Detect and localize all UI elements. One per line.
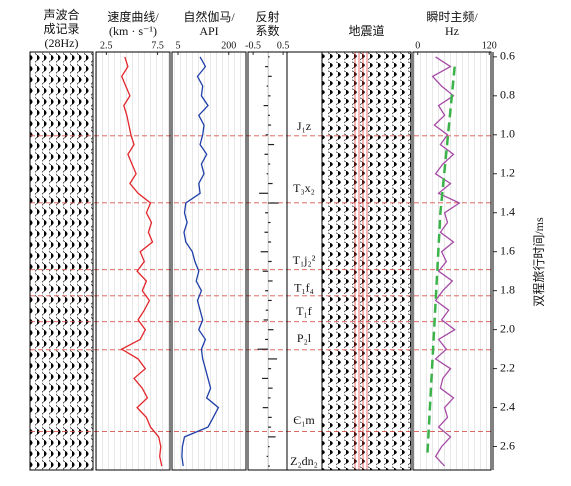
log-curve [431, 56, 461, 467]
track-header: 自然伽马/ [183, 9, 235, 24]
log-curve [120, 56, 163, 467]
log-curve [181, 56, 220, 467]
formation-label: J₁z [297, 119, 311, 133]
x-tick-label: 120 [482, 40, 497, 51]
track-header: 瞬时主频/ [426, 10, 478, 24]
x-tick-label: 2.5 [100, 40, 113, 51]
track-header: 反射 [255, 9, 279, 24]
y-tick-label: 1.6 [500, 243, 515, 257]
track-frame [95, 51, 171, 471]
y-tick-label: 2.0 [500, 321, 515, 335]
inserted-synthetic [354, 52, 368, 470]
trend-line [426, 66, 456, 457]
track-header: Hz [445, 24, 459, 38]
x-tick-label: 200 [221, 40, 236, 51]
track-grid [172, 52, 246, 470]
formation-label: T₁f₄ [294, 281, 314, 295]
x-tick-label: 0.5 [277, 40, 290, 51]
track-header: 成记录 [43, 22, 79, 36]
track-frame [286, 51, 323, 471]
y-tick-label: 1.0 [500, 127, 515, 141]
y-tick-label: 2.2 [500, 360, 515, 374]
track-header: (28Hz) [45, 36, 79, 50]
y-axis-label: 双程旅行时间/ms [531, 217, 546, 307]
seismic-traces [322, 52, 411, 470]
y-tick-label: 1.4 [500, 205, 515, 219]
track-header: (km · s⁻¹) [109, 24, 157, 38]
y-tick-label: 2.4 [500, 399, 515, 413]
formation-label: Є₁m [293, 413, 315, 427]
y-tick-label: 0.8 [500, 88, 515, 102]
track-header: 地震道 [348, 24, 384, 38]
x-tick-label: 5 [175, 40, 180, 51]
track-grid [96, 52, 170, 470]
formation-label: T₃x₂ [293, 181, 315, 195]
track-grid [413, 52, 491, 470]
x-tick-label: 0 [415, 40, 420, 51]
track-frame [171, 51, 247, 471]
track-header: 速度曲线/ [107, 9, 159, 24]
formation-label: T₁j₂² [293, 253, 316, 267]
track-header: 系数 [255, 23, 279, 38]
formation-label: T₁f [296, 304, 312, 318]
formation-label: Z₂dn₂ [290, 454, 318, 468]
y-tick-label: 0.6 [500, 49, 515, 63]
x-tick-label: -0.5 [245, 40, 261, 51]
track-backgrounds [30, 52, 491, 470]
synthetic-traces [30, 52, 93, 470]
y-tick-label: 1.8 [500, 282, 515, 296]
formation-label: P₂l [297, 331, 312, 345]
y-tick-label: 1.2 [500, 166, 515, 180]
track-header: API [199, 24, 218, 38]
x-tick-label: 7.5 [151, 40, 164, 51]
track-header: 声波合 [43, 7, 79, 22]
track-frame [412, 51, 492, 471]
track-frame [29, 51, 94, 471]
y-tick-label: 2.6 [500, 438, 515, 452]
